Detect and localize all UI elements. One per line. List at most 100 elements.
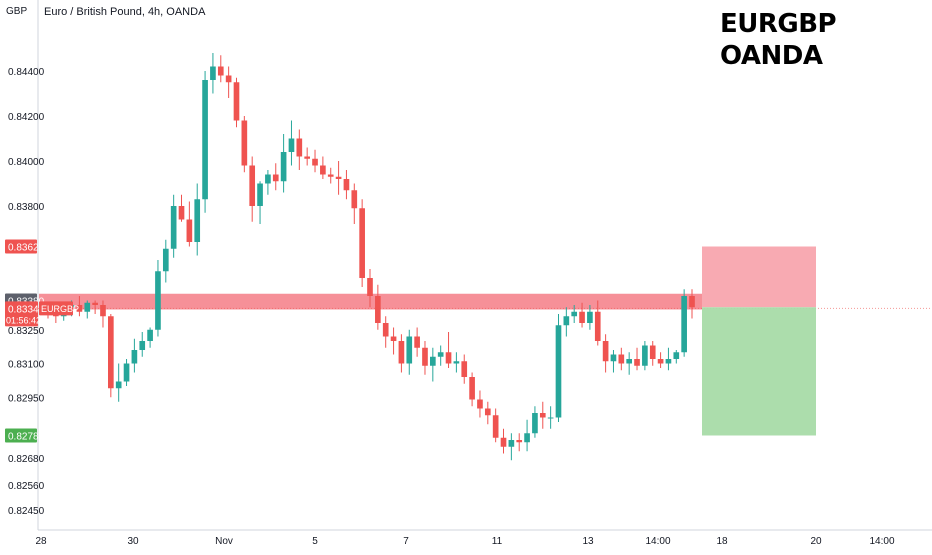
take-profit-box[interactable] bbox=[702, 307, 816, 436]
badge-target-price-text: 0.82780 bbox=[8, 432, 45, 443]
candle-body[interactable] bbox=[539, 413, 546, 418]
candle-body[interactable] bbox=[414, 336, 420, 348]
candle-body[interactable] bbox=[162, 248, 169, 272]
candle-body[interactable] bbox=[155, 271, 161, 330]
candle-body[interactable] bbox=[665, 359, 672, 364]
candle-body[interactable] bbox=[445, 352, 452, 364]
candle-body[interactable] bbox=[335, 176, 342, 179]
badge-current-bg bbox=[5, 301, 38, 327]
candle-body[interactable] bbox=[461, 361, 468, 377]
candle-body[interactable] bbox=[587, 311, 593, 323]
y-tick-label: 0.83100 bbox=[8, 360, 45, 371]
candle-body[interactable] bbox=[437, 352, 444, 357]
candle-body[interactable] bbox=[390, 336, 397, 342]
candle-body[interactable] bbox=[296, 138, 303, 157]
candle-body[interactable] bbox=[618, 354, 625, 364]
x-tick-label: 13 bbox=[582, 536, 594, 547]
candle-body[interactable] bbox=[257, 183, 263, 207]
candle-body[interactable] bbox=[422, 347, 428, 366]
candle-body[interactable] bbox=[516, 440, 523, 443]
candle-body[interactable] bbox=[178, 206, 185, 220]
candle-body[interactable] bbox=[563, 316, 570, 326]
candle-body[interactable] bbox=[131, 350, 138, 364]
candle-body[interactable] bbox=[453, 361, 460, 364]
candle-body[interactable] bbox=[673, 352, 680, 359]
candle-body[interactable] bbox=[249, 165, 256, 207]
candle-body[interactable] bbox=[76, 305, 83, 312]
y-tick-label: 0.82950 bbox=[8, 393, 45, 404]
candle-body[interactable] bbox=[649, 345, 656, 360]
candle-body[interactable] bbox=[477, 399, 483, 409]
y-tick-label: 0.82680 bbox=[8, 454, 45, 465]
candle-body[interactable] bbox=[272, 174, 279, 182]
candle-body[interactable] bbox=[225, 75, 232, 83]
candle-body[interactable] bbox=[524, 433, 530, 443]
y-tick-label: 0.82450 bbox=[8, 506, 45, 517]
y-tick-label: 0.82560 bbox=[8, 481, 45, 492]
candle-body[interactable] bbox=[241, 120, 248, 166]
chart-title: Euro / British Pound, 4h, OANDA bbox=[44, 6, 206, 18]
candle-body[interactable] bbox=[233, 82, 240, 121]
candle-body[interactable] bbox=[92, 302, 98, 305]
candle-body[interactable] bbox=[500, 437, 507, 447]
x-tick-label: 7 bbox=[403, 536, 409, 547]
candle-body[interactable] bbox=[108, 316, 114, 389]
candle-body[interactable] bbox=[406, 336, 413, 364]
candle-body[interactable] bbox=[202, 80, 208, 200]
candle-body[interactable] bbox=[123, 363, 130, 382]
candle-body[interactable] bbox=[602, 341, 609, 362]
candle-body[interactable] bbox=[170, 206, 177, 249]
x-tick-label: 20 bbox=[810, 536, 822, 547]
candle-body[interactable] bbox=[343, 179, 350, 191]
stop-loss-box[interactable] bbox=[702, 246, 816, 308]
y-tick-label: 0.84400 bbox=[8, 67, 45, 78]
candle-body[interactable] bbox=[532, 413, 538, 434]
candle-body[interactable] bbox=[484, 408, 491, 416]
candle-body[interactable] bbox=[610, 354, 617, 362]
candle-body[interactable] bbox=[430, 356, 436, 366]
candle-body[interactable] bbox=[367, 278, 373, 296]
badge-current-text: 0.83345 bbox=[8, 304, 45, 315]
candle-body[interactable] bbox=[492, 415, 499, 438]
candle-body[interactable] bbox=[210, 66, 216, 81]
candle-body[interactable] bbox=[555, 325, 562, 418]
candle-body[interactable] bbox=[634, 359, 640, 366]
overlay-title-line1: EURGBP bbox=[720, 9, 837, 39]
candle-body[interactable] bbox=[115, 381, 122, 389]
candle-body[interactable] bbox=[194, 199, 201, 242]
candle-body[interactable] bbox=[375, 296, 381, 323]
y-tick-label: 0.83800 bbox=[8, 202, 45, 213]
candle-body[interactable] bbox=[594, 311, 601, 341]
candle-body[interactable] bbox=[84, 302, 91, 312]
candle-body[interactable] bbox=[265, 174, 271, 184]
candle-body[interactable] bbox=[186, 219, 193, 243]
candle-body[interactable] bbox=[382, 323, 389, 337]
candle-body[interactable] bbox=[626, 359, 632, 364]
candle-body[interactable] bbox=[327, 174, 334, 177]
candle-body[interactable] bbox=[139, 341, 146, 350]
x-tick-label: 14:00 bbox=[645, 536, 670, 547]
candle-body[interactable] bbox=[359, 208, 365, 278]
candle-body[interactable] bbox=[312, 158, 318, 166]
candle-body[interactable] bbox=[351, 190, 358, 209]
candle-body[interactable] bbox=[147, 329, 153, 341]
candle-body[interactable] bbox=[280, 152, 287, 182]
candle-body[interactable] bbox=[508, 440, 515, 447]
candle-body[interactable] bbox=[288, 138, 295, 153]
candle-body[interactable] bbox=[304, 156, 310, 159]
candle-body[interactable] bbox=[571, 311, 578, 317]
candle-body[interactable] bbox=[657, 359, 664, 364]
candle-body[interactable] bbox=[469, 377, 475, 400]
candle-body[interactable] bbox=[689, 296, 695, 308]
candle-body[interactable] bbox=[217, 66, 224, 76]
candle-body[interactable] bbox=[100, 305, 106, 317]
symbol-tag-text: EURGBP bbox=[41, 304, 79, 314]
candle-body[interactable] bbox=[398, 341, 405, 364]
candle-body[interactable] bbox=[320, 165, 326, 175]
candle-body[interactable] bbox=[681, 296, 687, 353]
candle-body[interactable] bbox=[547, 417, 554, 419]
candle-body[interactable] bbox=[642, 345, 648, 366]
candle-body[interactable] bbox=[579, 311, 585, 323]
